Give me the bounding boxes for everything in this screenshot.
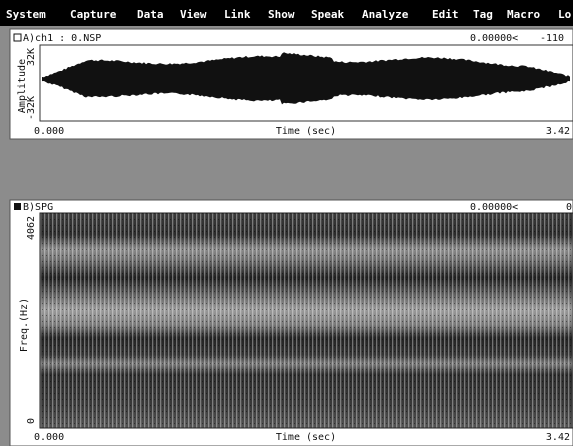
window-b-title: B)SPG [23,202,53,213]
window-a-cursor: 0.00000< [470,33,518,44]
window-a-x-label: Time (sec) [276,126,336,137]
window-b-x-end: 3.42 [546,432,570,443]
menu-item[interactable]: Edit [432,8,459,21]
window-b-y-label: Freq.(Hz) [19,298,30,352]
menu-item[interactable]: System [6,8,46,21]
window-b-x-label: Time (sec) [276,432,336,443]
menu-item[interactable]: View [180,8,207,21]
menu-item[interactable]: Speak [311,8,344,21]
window-a-title: A)ch1 : 0.NSP [23,33,101,44]
window-b-y-min: 0 [26,418,37,424]
window-b-y-max: 4062 [26,216,37,240]
window-b-box [14,203,21,210]
menu-item[interactable]: Link [224,8,251,21]
window-a-x-end: 3.42 [546,126,570,137]
menu-item[interactable]: Capture [70,8,117,21]
menu-item[interactable]: Macro [507,8,540,21]
window-b-cursor-value: 0 [566,202,572,213]
window-b-x-start: 0.000 [34,432,64,443]
menu-item[interactable]: Show [268,8,295,21]
spectrogram-texture [40,213,573,428]
menu-item[interactable]: Analyze [362,8,409,21]
window-a-x-start: 0.000 [34,126,64,137]
page: {"menu": {"items": ["System", "Capture",… [0,0,573,446]
window-a-y-label: Amplitude [17,59,28,113]
menu-item[interactable]: Lo [558,8,572,21]
window-a-cursor-value: -110 [540,33,564,44]
menu-item[interactable]: Tag [473,8,493,21]
screen: System Capture Data View Link Show Speak Analyz… [0,0,573,446]
window-b-cursor: 0.00000< [470,202,518,213]
menu-item[interactable]: Data [137,8,164,21]
